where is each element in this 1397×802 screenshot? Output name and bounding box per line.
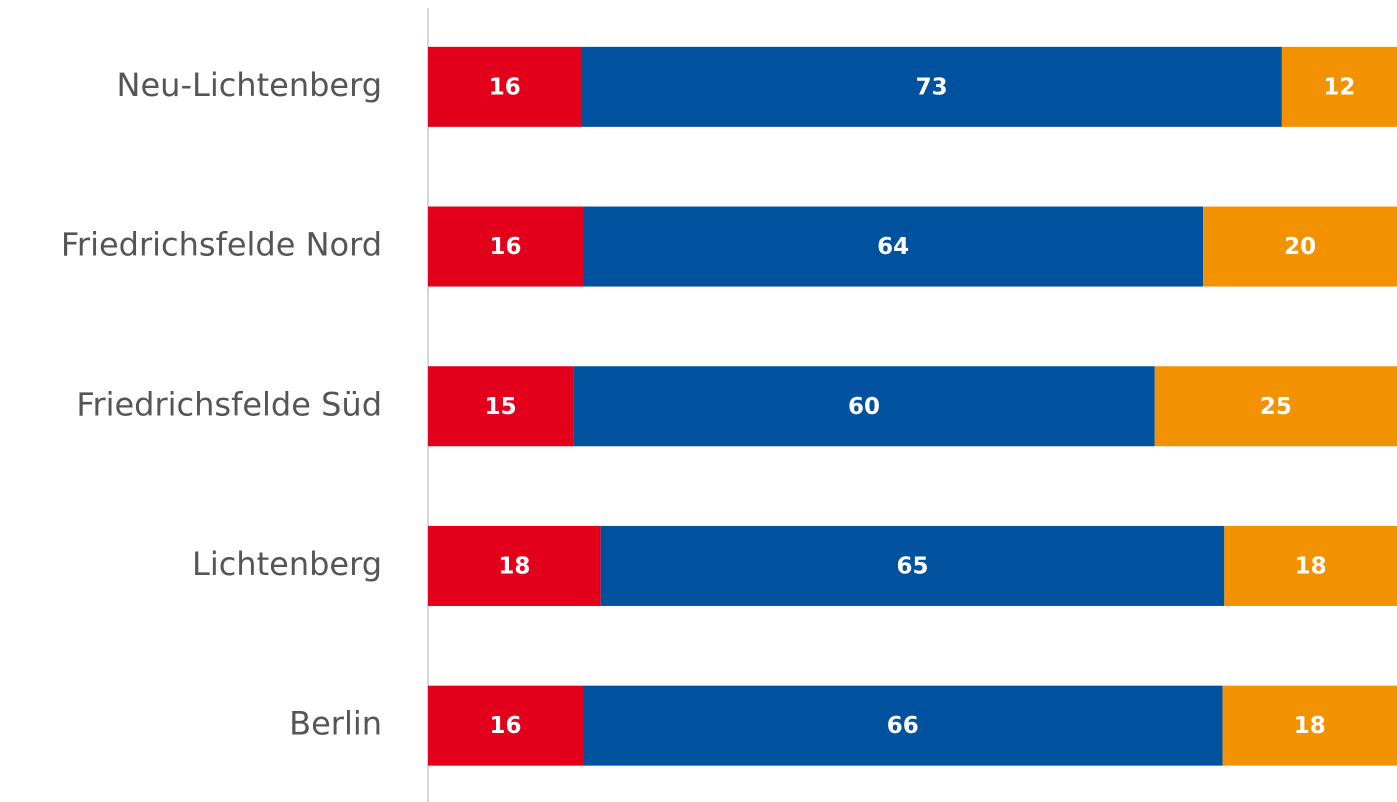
value-label: 18: [1295, 553, 1327, 579]
category-label: Berlin: [289, 705, 382, 743]
category-label: Friedrichsfelde Süd: [76, 385, 382, 423]
bar-segment: [428, 366, 574, 447]
bar-segment: [428, 525, 601, 606]
bar-segment: [1203, 206, 1397, 287]
value-label: 16: [490, 713, 522, 739]
value-label: 25: [1260, 394, 1292, 420]
value-label: 65: [896, 553, 928, 579]
value-label: 15: [485, 394, 517, 420]
bar-segment: [1154, 366, 1397, 447]
bar-segment: [583, 206, 1204, 287]
value-label: 66: [887, 713, 919, 739]
value-label: 60: [848, 394, 880, 420]
value-label: 18: [1294, 713, 1326, 739]
value-label: 18: [498, 553, 530, 579]
value-label: 12: [1323, 74, 1355, 100]
value-label: 73: [916, 74, 948, 100]
category-label: Neu-Lichtenberg: [117, 66, 382, 104]
bar-segment: [1224, 525, 1397, 606]
bar-segment: [581, 46, 1282, 127]
value-label: 16: [489, 74, 521, 100]
bar-segment: [428, 206, 584, 287]
bar-segment: [573, 366, 1155, 447]
bar-segment: [1281, 46, 1397, 127]
category-label: Friedrichsfelde Nord: [61, 226, 382, 264]
bar-segment: [583, 685, 1223, 766]
value-label: 20: [1284, 234, 1316, 260]
bar-segment: [428, 685, 584, 766]
category-label: Lichtenberg: [192, 545, 382, 583]
bar-segment: [1222, 685, 1397, 766]
value-label: 16: [490, 234, 522, 260]
bar-segment: [428, 46, 582, 127]
bar-segment: [600, 525, 1225, 606]
value-label: 64: [877, 234, 909, 260]
